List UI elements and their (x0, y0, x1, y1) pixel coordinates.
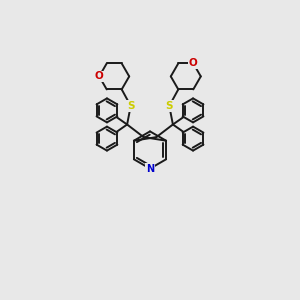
Text: O: O (95, 71, 103, 81)
Text: O: O (189, 58, 198, 68)
Text: N: N (146, 164, 154, 174)
Text: S: S (127, 101, 134, 111)
Text: S: S (166, 101, 173, 111)
